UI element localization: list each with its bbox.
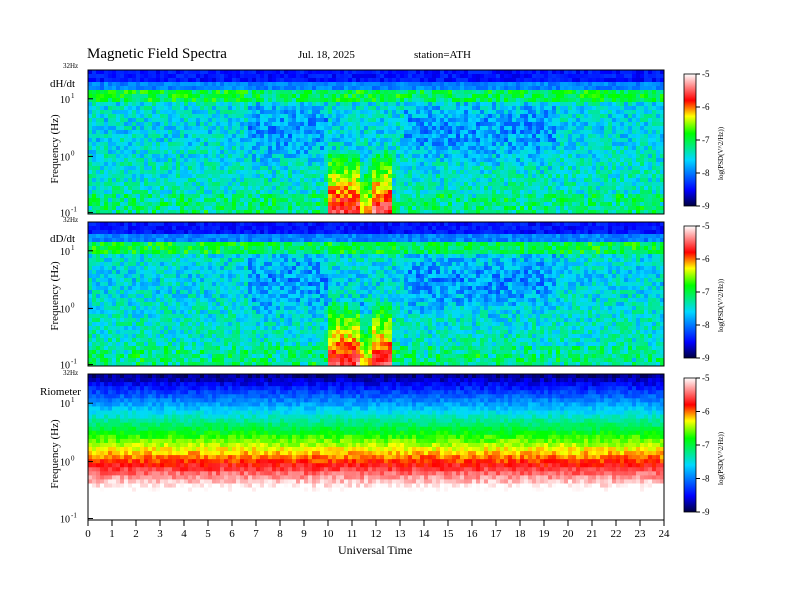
colorbar [683, 73, 697, 207]
x-tick-label: 1 [109, 528, 115, 540]
y-tick-label-base: 10 [60, 515, 70, 526]
xlabel: Universal Time [338, 543, 413, 557]
chart-title: Magnetic Field Spectra [87, 46, 227, 62]
colorbar-tick-label: -7 [702, 287, 710, 297]
spectrogram-dh [88, 70, 665, 215]
y-tick-label-base: 10 [60, 152, 70, 163]
y-tick-label-exponent: -1 [71, 358, 77, 366]
y-tick-label-exponent: 0 [71, 301, 75, 309]
colorbar-tick-label: -6 [702, 102, 710, 112]
y-tick-label-base: 10 [60, 209, 70, 220]
station-label: station=ATH [414, 49, 471, 61]
colorbar-tick-label: -6 [702, 254, 710, 264]
x-tick-label: 20 [563, 528, 575, 540]
x-tick-label: 3 [157, 528, 163, 540]
colorbar-label: log(PSD(V^2/Hz)) [717, 126, 725, 180]
x-tick-label: 6 [229, 528, 235, 540]
panel-frame [87, 69, 665, 215]
colorbar-tick-label: -5 [702, 221, 710, 231]
colorbar-label: log(PSD(V^2/Hz)) [717, 278, 725, 332]
top-freq-label-2: 32Hz [63, 216, 79, 224]
colorbar-tick-label: -8 [702, 168, 710, 178]
top-freq-label-1: 32Hz [63, 62, 79, 70]
colorbar-tick-label: -9 [702, 201, 710, 211]
x-tick-label: 14 [419, 528, 431, 540]
x-tick-label: 0 [85, 528, 91, 540]
colorbar-tick-label: -7 [702, 440, 710, 450]
x-tick-label: 24 [659, 528, 671, 540]
x-tick-label: 16 [467, 528, 479, 540]
x-tick-label: 21 [587, 528, 598, 540]
x-tick-label: 23 [635, 528, 647, 540]
y-tick-label-exponent: 1 [71, 244, 75, 252]
x-tick-label: 18 [515, 528, 527, 540]
x-tick-label: 11 [347, 528, 358, 540]
x-tick-label: 7 [253, 528, 259, 540]
colorbar-tick-label: -6 [702, 407, 710, 417]
colorbar-label: log(PSD(V^2/Hz)) [717, 431, 725, 485]
y-tick-label-exponent: 0 [71, 149, 75, 157]
panel-label-riometer: Riometer [40, 386, 81, 398]
panel-label-dh: dH/dt [50, 78, 76, 90]
colorbar-tick-label: -5 [702, 373, 710, 383]
x-tick-label: 13 [395, 528, 407, 540]
y-tick-label-exponent: 1 [71, 396, 75, 404]
y-tick-label-base: 10 [60, 399, 70, 410]
panel-label-dd: dD/dt [50, 233, 76, 245]
x-tick-label: 10 [323, 528, 335, 540]
y-tick-label-exponent: -1 [71, 512, 77, 520]
x-tick-label: 4 [181, 528, 187, 540]
y-tick-label-base: 10 [60, 361, 70, 372]
y-tick-label-exponent: 0 [71, 455, 75, 463]
spectrogram-riometer [88, 374, 665, 521]
top-freq-label-3: 32Hz [63, 369, 79, 377]
y-tick-label-exponent: -1 [71, 206, 77, 214]
x-tick-label: 22 [611, 528, 622, 540]
colorbar [683, 225, 697, 359]
x-tick-label: 17 [491, 528, 503, 540]
x-tick-label: 5 [205, 528, 211, 540]
x-tick-label: 12 [371, 528, 382, 540]
x-tick-label: 15 [443, 528, 455, 540]
y-tick-label-base: 10 [60, 95, 70, 106]
y-tick-label-exponent: 1 [71, 92, 75, 100]
x-tick-label: 8 [277, 528, 283, 540]
colorbar-tick-label: -5 [702, 69, 710, 79]
panel-frame [87, 221, 665, 367]
x-tick-label: 19 [539, 528, 551, 540]
colorbar-tick-label: -7 [702, 135, 710, 145]
colorbar-tick-label: -8 [702, 320, 710, 330]
colorbar [683, 377, 697, 513]
spectrogram-dd [88, 222, 665, 367]
x-tick-label: 2 [133, 528, 139, 540]
y-tick-label-base: 10 [60, 304, 70, 315]
x-tick-label: 9 [301, 528, 307, 540]
y-tick-label-base: 10 [60, 247, 70, 258]
colorbar-tick-label: -9 [702, 353, 710, 363]
chart-date: Jul. 18, 2025 [298, 49, 355, 61]
y-tick-label-base: 10 [60, 458, 70, 469]
colorbar-tick-label: -9 [702, 507, 710, 517]
colorbar-tick-label: -8 [702, 474, 710, 484]
